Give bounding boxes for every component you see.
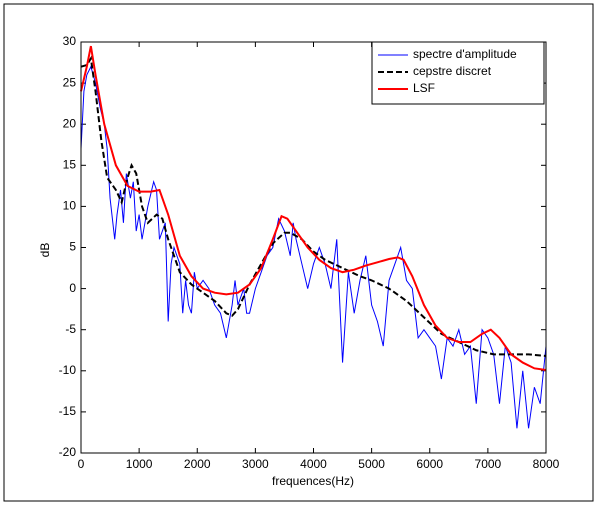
y-tick-label: 20 bbox=[63, 116, 77, 130]
y-tick-label: 0 bbox=[69, 281, 76, 295]
x-tick-label: 1000 bbox=[126, 457, 153, 471]
y-tick-label: -5 bbox=[65, 322, 76, 336]
x-axis-label: frequences(Hz) bbox=[272, 474, 354, 488]
y-tick-label: -20 bbox=[59, 445, 77, 459]
y-tick-label: -15 bbox=[59, 404, 77, 418]
x-tick-label: 2000 bbox=[184, 457, 211, 471]
legend-label: cepstre discret bbox=[413, 64, 492, 78]
y-axis-label: dB bbox=[38, 243, 52, 258]
y-tick-label: 5 bbox=[69, 240, 76, 254]
x-tick-label: 4000 bbox=[300, 457, 327, 471]
data-line bbox=[80, 55, 547, 357]
legend-label: LSF bbox=[413, 81, 435, 95]
y-tick-label: 25 bbox=[63, 75, 77, 89]
data-line bbox=[80, 45, 547, 371]
y-tick-label: 30 bbox=[63, 34, 77, 48]
x-tick-label: 5000 bbox=[358, 457, 385, 471]
x-tick-label: 8000 bbox=[533, 457, 560, 471]
y-tick-label: -10 bbox=[59, 363, 77, 377]
data-line bbox=[80, 65, 547, 429]
y-tick-label: 15 bbox=[63, 157, 77, 171]
x-tick-label: 0 bbox=[78, 457, 85, 471]
x-tick-label: 3000 bbox=[242, 457, 269, 471]
legend-label: spectre d'amplitude bbox=[413, 47, 517, 61]
plot-frame bbox=[80, 41, 547, 454]
x-tick-label: 7000 bbox=[475, 457, 502, 471]
y-tick-label: 10 bbox=[63, 199, 77, 213]
x-tick-label: 6000 bbox=[416, 457, 443, 471]
